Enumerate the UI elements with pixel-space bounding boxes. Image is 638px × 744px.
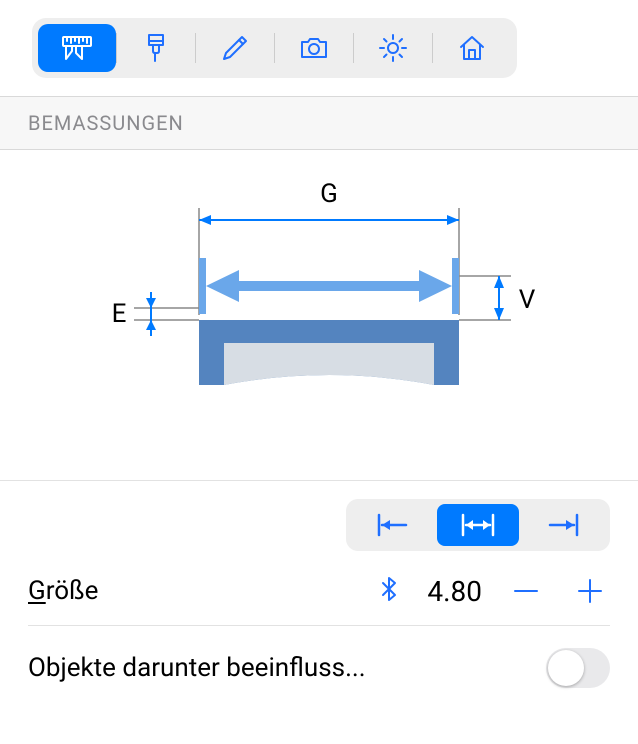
affect-label: Objekte darunter beeinfluss... xyxy=(28,653,366,683)
controls-area: Größe 4.80 xyxy=(0,480,638,710)
size-label: Größe xyxy=(28,576,98,606)
minus-icon xyxy=(511,576,541,606)
plus-icon xyxy=(575,576,605,606)
camera-tab[interactable] xyxy=(275,24,353,72)
diagram-label-g: G xyxy=(320,180,338,209)
camera-icon xyxy=(297,31,331,65)
align-center-icon xyxy=(458,512,498,538)
decrement-button[interactable] xyxy=(506,571,546,611)
affect-toggle[interactable] xyxy=(546,648,610,688)
brush-tab[interactable] xyxy=(117,24,195,72)
align-left-button[interactable] xyxy=(351,504,433,546)
diagram-label-v: V xyxy=(519,285,536,315)
brush-icon xyxy=(139,31,173,65)
dimension-diagram: G E V xyxy=(79,180,559,410)
size-value-group: 4.80 xyxy=(375,571,610,611)
toggle-knob xyxy=(548,650,584,686)
dimensions-tab[interactable] xyxy=(38,24,116,72)
house-tab[interactable] xyxy=(433,24,511,72)
light-tab[interactable] xyxy=(354,24,432,72)
align-right-button[interactable] xyxy=(523,504,605,546)
size-value[interactable]: 4.80 xyxy=(427,575,482,608)
bluetooth-icon[interactable] xyxy=(375,575,403,607)
house-icon xyxy=(455,31,489,65)
pencil-icon xyxy=(218,31,252,65)
align-right-icon xyxy=(544,512,584,538)
size-row: Größe 4.80 xyxy=(28,557,610,625)
increment-button[interactable] xyxy=(570,571,610,611)
align-left-icon xyxy=(372,512,412,538)
caliper-icon xyxy=(60,31,94,65)
affect-row: Objekte darunter beeinfluss... xyxy=(28,625,610,710)
toolbar-pill xyxy=(32,18,517,78)
alignment-segmented xyxy=(346,499,610,551)
diagram-label-e: E xyxy=(112,299,127,329)
sun-icon xyxy=(376,31,410,65)
pencil-tab[interactable] xyxy=(196,24,274,72)
alignment-row xyxy=(28,481,610,557)
section-header: BEMASSUNGEN xyxy=(0,96,638,150)
diagram-area: G E V xyxy=(0,150,638,480)
toolbar xyxy=(0,0,638,96)
align-center-button[interactable] xyxy=(437,504,519,546)
